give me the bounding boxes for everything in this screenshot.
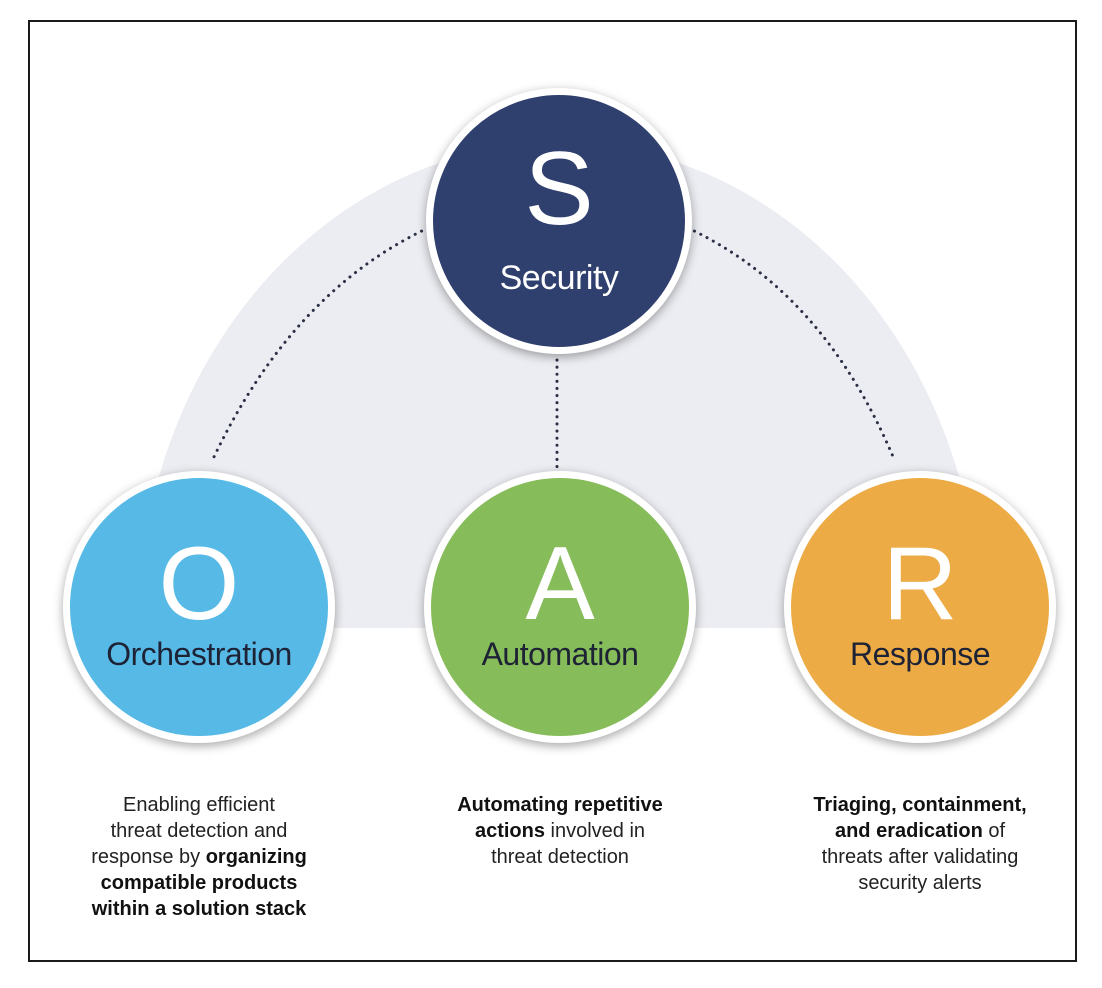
automation-node: A Automation bbox=[424, 471, 696, 743]
desc-emphasis: organizing bbox=[205, 846, 307, 868]
desc-line: compatible products bbox=[54, 870, 344, 896]
response-description: Triaging, containment, and eradication o… bbox=[775, 792, 1065, 896]
desc-line: actions involved in bbox=[415, 818, 705, 844]
orchestration-node: O Orchestration bbox=[63, 471, 335, 743]
security-node: S Security bbox=[426, 88, 692, 354]
desc-line: threat detection bbox=[491, 846, 629, 868]
response-letter: R bbox=[882, 526, 958, 642]
semicircle-backdrop bbox=[138, 143, 980, 628]
automation-description: Automating repetitive actions involved i… bbox=[415, 792, 705, 870]
desc-line: within a solution stack bbox=[54, 896, 344, 922]
response-node: R Response bbox=[784, 471, 1056, 743]
diagram-background bbox=[138, 143, 980, 628]
response-label: Response bbox=[849, 636, 991, 672]
orchestration-letter: O bbox=[158, 526, 240, 642]
desc-text: of bbox=[982, 820, 1006, 842]
desc-emphasis: Triaging, containment, bbox=[813, 794, 1027, 816]
desc-emphasis: within a solution stack bbox=[91, 898, 307, 920]
desc-text: involved in bbox=[544, 820, 646, 842]
automation-letter: A bbox=[525, 526, 595, 642]
desc-emphasis: compatible products bbox=[100, 872, 298, 894]
connector-security-response bbox=[686, 226, 896, 461]
desc-line: threats after validating bbox=[821, 846, 1019, 868]
orchestration-description: Enabling efficient threat detection and … bbox=[54, 792, 344, 922]
desc-line: security alerts bbox=[858, 872, 982, 894]
desc-emphasis: Automating repetitive bbox=[457, 794, 663, 816]
desc-emphasis: and eradication bbox=[834, 820, 983, 842]
desc-line: Enabling efficient bbox=[123, 794, 275, 816]
desc-text: response by bbox=[91, 846, 206, 868]
desc-line: and eradication of bbox=[775, 818, 1065, 844]
desc-line: Triaging, containment, bbox=[775, 792, 1065, 818]
automation-label: Automation bbox=[481, 636, 639, 672]
security-letter: S bbox=[524, 131, 594, 247]
desc-line: Automating repetitive bbox=[415, 792, 705, 818]
security-label: Security bbox=[499, 259, 619, 297]
orchestration-label: Orchestration bbox=[106, 636, 292, 672]
desc-line: response by organizing bbox=[54, 844, 344, 870]
diagram-frame: S Security O Orchestration A Automation … bbox=[28, 20, 1077, 962]
desc-line: threat detection and bbox=[110, 820, 288, 842]
desc-emphasis: actions bbox=[474, 820, 545, 842]
